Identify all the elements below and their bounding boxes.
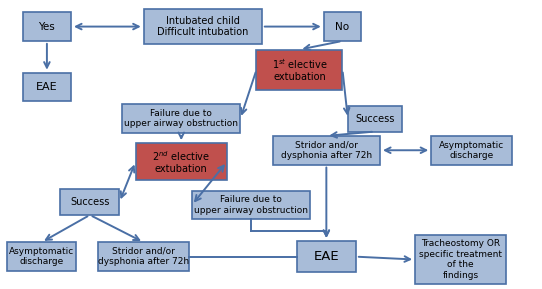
Text: Stridor and/or
dysphonia after 72h: Stridor and/or dysphonia after 72h bbox=[98, 247, 189, 266]
Text: EAE: EAE bbox=[36, 82, 57, 92]
Text: Asymptomatic
discharge: Asymptomatic discharge bbox=[439, 140, 504, 160]
FancyBboxPatch shape bbox=[297, 241, 356, 273]
FancyBboxPatch shape bbox=[324, 12, 362, 41]
Text: Stridor and/or
dysphonia after 72h: Stridor and/or dysphonia after 72h bbox=[281, 140, 372, 160]
Text: $2^{nd}$ elective
extubation: $2^{nd}$ elective extubation bbox=[152, 149, 210, 175]
Text: $1^{st}$ elective
extubation: $1^{st}$ elective extubation bbox=[272, 57, 327, 82]
FancyBboxPatch shape bbox=[144, 9, 262, 44]
Text: Asymptomatic
discharge: Asymptomatic discharge bbox=[9, 247, 74, 266]
FancyBboxPatch shape bbox=[136, 143, 227, 180]
FancyBboxPatch shape bbox=[98, 242, 189, 271]
FancyBboxPatch shape bbox=[23, 73, 71, 101]
Text: Failure due to
upper airway obstruction: Failure due to upper airway obstruction bbox=[124, 109, 238, 128]
Text: Tracheostomy OR
specific treatment
of the
findings: Tracheostomy OR specific treatment of th… bbox=[419, 240, 502, 280]
FancyBboxPatch shape bbox=[256, 50, 343, 90]
FancyBboxPatch shape bbox=[415, 235, 506, 284]
Text: Success: Success bbox=[70, 197, 109, 207]
Text: Yes: Yes bbox=[38, 22, 55, 32]
FancyBboxPatch shape bbox=[60, 189, 119, 215]
FancyBboxPatch shape bbox=[431, 136, 512, 165]
FancyBboxPatch shape bbox=[23, 12, 71, 41]
Text: EAE: EAE bbox=[313, 250, 339, 263]
Text: Success: Success bbox=[355, 114, 395, 124]
Text: Intubated child
Difficult intubation: Intubated child Difficult intubation bbox=[157, 16, 248, 37]
FancyBboxPatch shape bbox=[273, 136, 380, 165]
FancyBboxPatch shape bbox=[122, 104, 240, 133]
Text: Failure due to
upper airway obstruction: Failure due to upper airway obstruction bbox=[194, 195, 308, 215]
Text: No: No bbox=[335, 22, 350, 32]
FancyBboxPatch shape bbox=[7, 242, 76, 271]
FancyBboxPatch shape bbox=[192, 190, 310, 219]
FancyBboxPatch shape bbox=[348, 106, 402, 131]
